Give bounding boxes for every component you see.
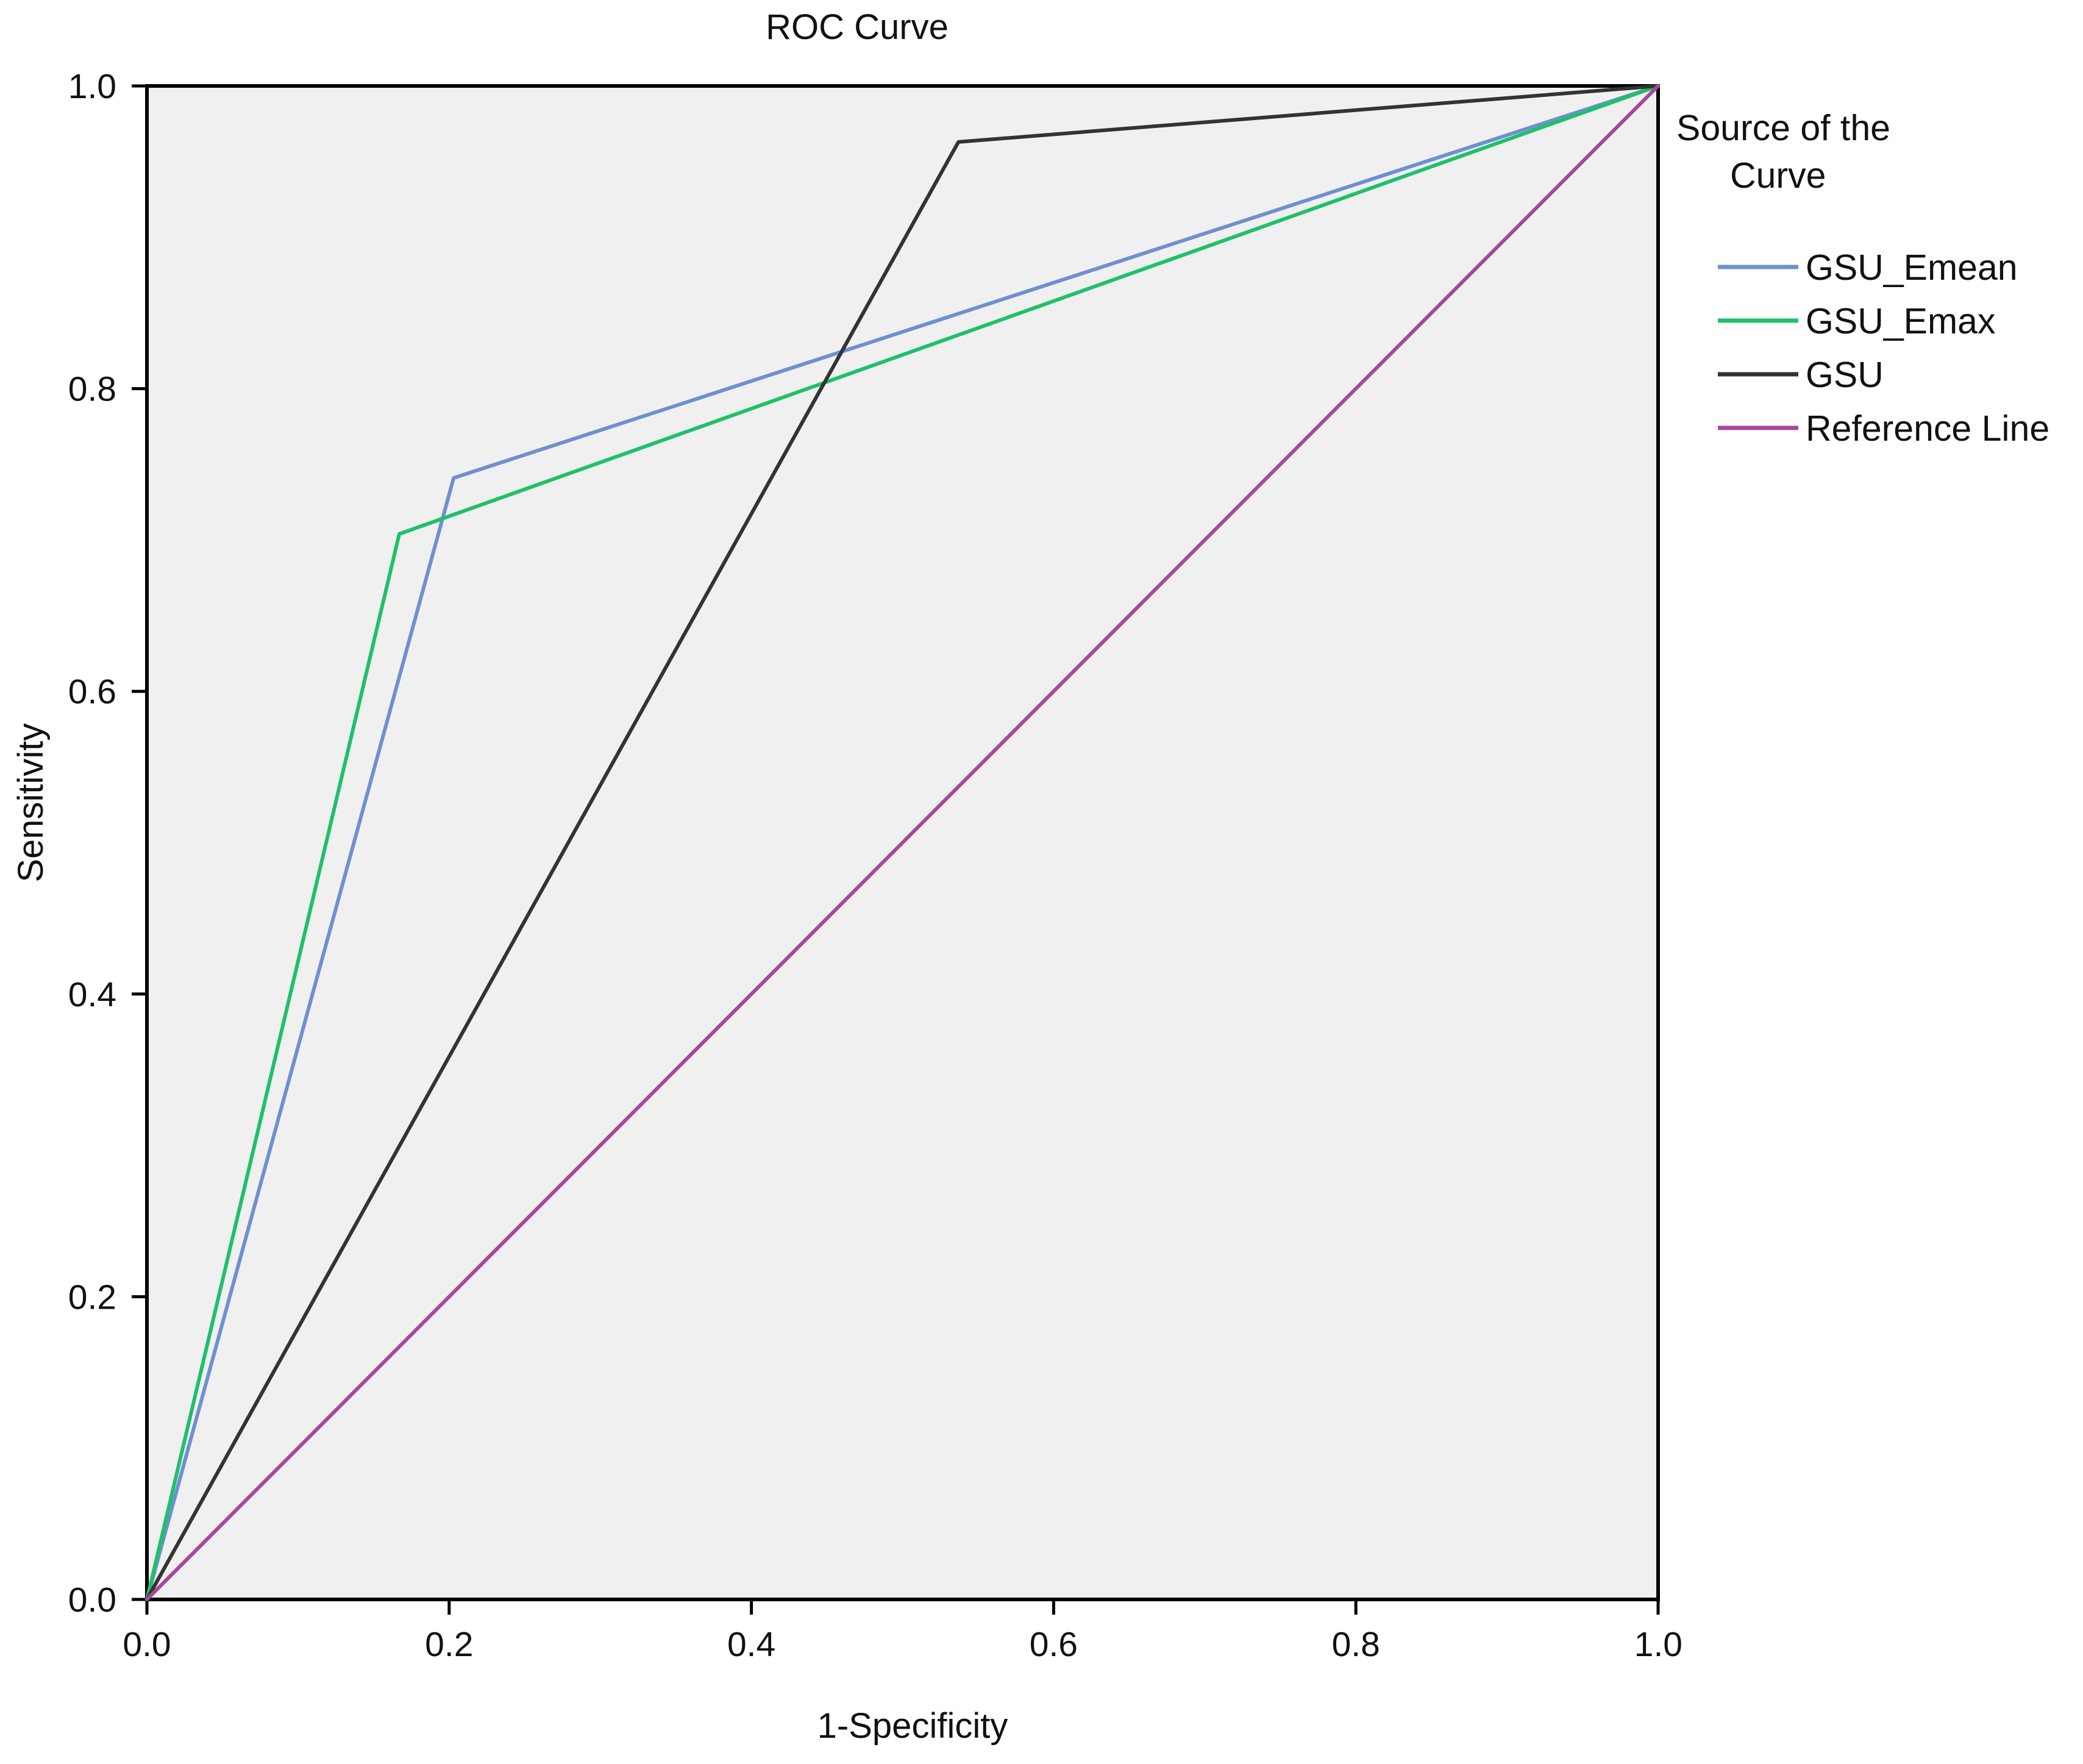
y-tick-label: 0.4 bbox=[68, 975, 116, 1014]
x-tick-label: 0.0 bbox=[123, 1625, 171, 1664]
legend-label: GSU_Emax bbox=[1806, 301, 1995, 341]
x-tick-label: 0.4 bbox=[727, 1625, 775, 1664]
axes-layer: 0.0 0.2 0.4 0.6 0.8 1.0 0.0 0.2 0.4 0.6 0.8 1.0 bbox=[68, 67, 1682, 1664]
series-line-reference-line bbox=[145, 84, 1660, 1601]
legend-title-line-2: Curve bbox=[1730, 155, 1826, 196]
legend-title-line-1: Source of the bbox=[1676, 108, 1890, 148]
series-layer bbox=[145, 84, 1660, 1601]
legend: Source of the Curve GSU_EmeanGSU_EmaxGSU… bbox=[1676, 108, 2049, 449]
y-axis-title: Sensitivity bbox=[11, 723, 51, 882]
legend-items: GSU_Emean GSU_Emax GSU Reference Line bbox=[1718, 247, 2049, 449]
x-tick-label: 1.0 bbox=[1634, 1625, 1682, 1664]
y-tick-label: 0.8 bbox=[68, 370, 116, 409]
y-tick-label: 0.0 bbox=[68, 1581, 116, 1620]
series-line-gsu bbox=[145, 84, 1660, 1601]
series-line-gsu-emean bbox=[145, 84, 1660, 1601]
x-tick-label: 0.6 bbox=[1030, 1625, 1078, 1664]
chart-title: ROC Curve bbox=[766, 7, 949, 47]
x-axis-title: 1-Specificity bbox=[817, 1706, 1008, 1746]
y-tick-label: 0.6 bbox=[68, 672, 116, 711]
x-tick-label: 0.8 bbox=[1332, 1625, 1380, 1664]
legend-label: GSU bbox=[1806, 355, 1884, 395]
y-tick-label: 0.2 bbox=[68, 1278, 116, 1317]
series-line-gsu-emax bbox=[145, 84, 1660, 1601]
legend-label: GSU_Emean bbox=[1806, 247, 2018, 288]
legend-label: Reference Line bbox=[1806, 408, 2049, 449]
x-tick-label: 0.2 bbox=[425, 1625, 473, 1664]
y-tick-label: 1.0 bbox=[68, 67, 116, 106]
